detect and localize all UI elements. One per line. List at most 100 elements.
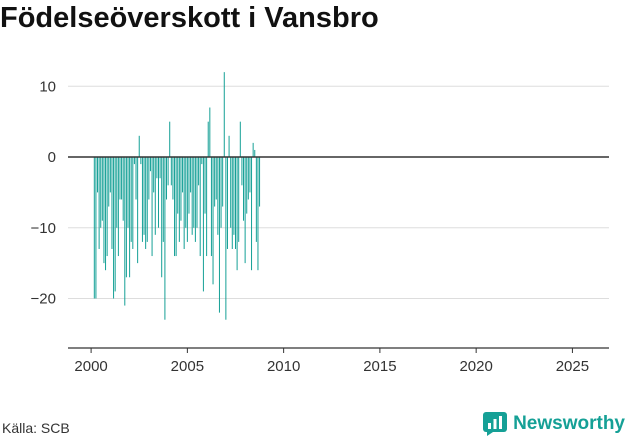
bar (243, 157, 245, 221)
bar (159, 157, 161, 179)
bar (177, 157, 179, 214)
chart-title: Födelseöverskott i Vansbro (0, 2, 379, 34)
bar (244, 157, 246, 264)
gridlines (68, 85, 609, 299)
bar (149, 157, 151, 172)
bar (252, 142, 254, 158)
bar (191, 157, 193, 235)
bar (198, 157, 200, 186)
x-tick-label: 2025 (556, 358, 589, 375)
bar (129, 157, 131, 278)
x-tick-label: 2000 (74, 358, 107, 375)
bar (137, 157, 139, 264)
bar (202, 157, 204, 292)
bar (251, 157, 253, 271)
bar (204, 157, 206, 214)
bar (116, 157, 118, 228)
y-tick-label: −10 (31, 220, 56, 237)
bar (113, 157, 115, 299)
brand-logo: Newsworthy (483, 412, 625, 436)
bar (154, 157, 156, 235)
bar (222, 157, 224, 207)
bar (185, 157, 187, 228)
bar (225, 157, 227, 320)
bar (214, 157, 216, 207)
x-tick-label: 2005 (171, 358, 204, 375)
bar (105, 157, 107, 271)
bar (103, 157, 105, 264)
bar (114, 157, 116, 292)
bar (186, 157, 188, 242)
bar (141, 157, 143, 242)
bar (162, 157, 164, 242)
bar (236, 157, 238, 271)
bar (254, 149, 256, 158)
bar (209, 107, 211, 158)
bar (238, 157, 240, 242)
bar (122, 157, 124, 221)
bar (218, 157, 220, 313)
bar (138, 135, 140, 158)
bar (188, 157, 190, 214)
bar (135, 157, 137, 200)
bar (145, 157, 147, 249)
bar (127, 157, 129, 228)
bar (257, 157, 259, 271)
bar (151, 157, 153, 257)
bar (100, 157, 102, 228)
bar (215, 157, 217, 200)
bar (239, 121, 241, 158)
y-tick-label: −20 (31, 290, 56, 307)
bar (109, 157, 111, 193)
bar (125, 157, 127, 278)
bar (156, 157, 158, 179)
bar (193, 157, 195, 228)
bar (133, 157, 135, 165)
bar (130, 157, 132, 242)
bar (97, 157, 99, 193)
bar (132, 157, 134, 249)
bar (121, 157, 123, 200)
bar (228, 135, 230, 158)
bar (220, 157, 222, 228)
bar (157, 157, 159, 228)
bar (182, 157, 184, 193)
bar (170, 157, 172, 186)
x-tick-label: 2015 (363, 358, 396, 375)
bar (164, 157, 166, 320)
bar (178, 157, 180, 242)
bar (247, 157, 249, 200)
bar (190, 157, 192, 193)
bar (207, 121, 209, 158)
bar (234, 157, 236, 249)
bar (140, 157, 142, 165)
bar (230, 157, 232, 228)
bar (169, 121, 171, 158)
bar (226, 157, 228, 249)
x-tick-label: 2020 (459, 358, 492, 375)
bar (143, 157, 145, 235)
bar (166, 157, 168, 200)
bars (93, 72, 261, 320)
bar (241, 157, 243, 186)
bar (217, 157, 219, 235)
bar (206, 157, 208, 257)
x-tick-label: 2010 (267, 358, 300, 375)
bar (161, 157, 163, 278)
bar (249, 157, 251, 193)
bar (146, 157, 148, 242)
bar (199, 157, 201, 257)
bar (201, 157, 203, 165)
bar (148, 157, 150, 200)
bar (119, 157, 121, 200)
bar (183, 157, 185, 249)
y-tick-label: 10 (39, 78, 56, 95)
x-axis-ticks: 2000 2005 2010 2015 2020 2025 (74, 348, 589, 375)
bar (231, 157, 233, 249)
bar (175, 157, 177, 257)
y-tick-label: 0 (48, 149, 56, 166)
source-note: Källa: SCB (2, 420, 70, 436)
bar (93, 157, 95, 299)
bar (167, 157, 169, 186)
bar (108, 157, 110, 207)
